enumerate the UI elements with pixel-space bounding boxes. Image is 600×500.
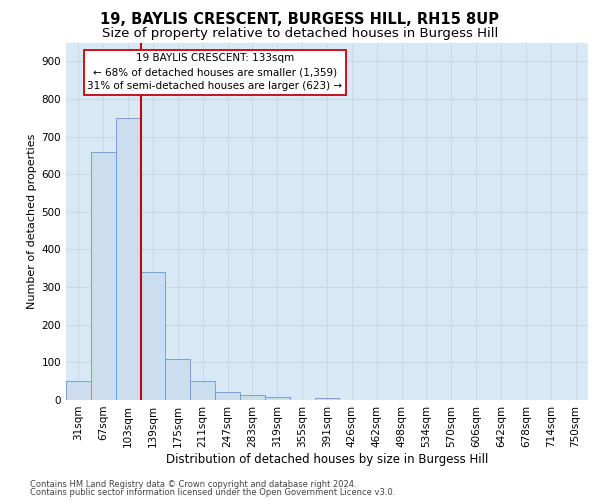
Text: Size of property relative to detached houses in Burgess Hill: Size of property relative to detached ho… [102, 28, 498, 40]
Text: Contains public sector information licensed under the Open Government Licence v3: Contains public sector information licen… [30, 488, 395, 497]
Text: Contains HM Land Registry data © Crown copyright and database right 2024.: Contains HM Land Registry data © Crown c… [30, 480, 356, 489]
Bar [314, 398, 340, 400]
Bar [190, 381, 215, 400]
Bar [265, 397, 290, 400]
Text: 19 BAYLIS CRESCENT: 133sqm
← 68% of detached houses are smaller (1,359)
31% of s: 19 BAYLIS CRESCENT: 133sqm ← 68% of deta… [87, 53, 343, 91]
Bar [91, 152, 116, 400]
X-axis label: Distribution of detached houses by size in Burgess Hill: Distribution of detached houses by size … [166, 452, 488, 466]
Text: 19, BAYLIS CRESCENT, BURGESS HILL, RH15 8UP: 19, BAYLIS CRESCENT, BURGESS HILL, RH15 … [101, 12, 499, 28]
Bar [140, 272, 166, 400]
Bar [66, 381, 91, 400]
Bar [166, 360, 190, 400]
Bar [215, 392, 240, 400]
Bar [116, 118, 140, 400]
Y-axis label: Number of detached properties: Number of detached properties [28, 134, 37, 309]
Bar [240, 395, 265, 400]
